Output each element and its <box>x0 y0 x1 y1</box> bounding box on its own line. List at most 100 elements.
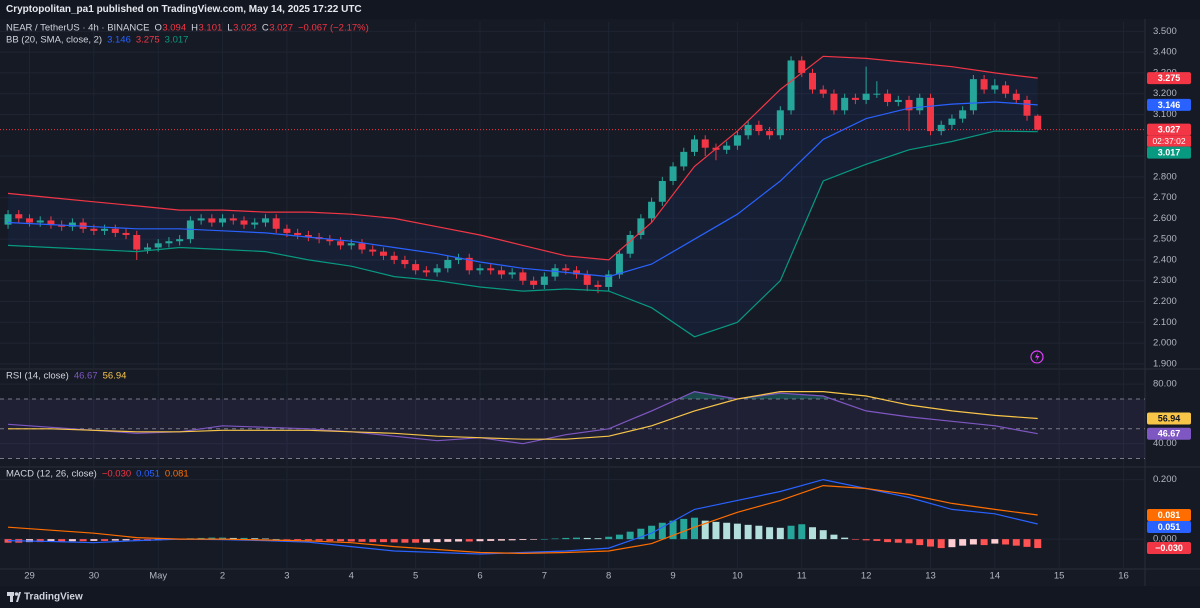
histogram-bar <box>969 539 977 545</box>
candle-body <box>143 247 151 250</box>
candle-body <box>36 220 44 223</box>
candle-body <box>916 97 924 111</box>
legend-text: 56.94 <box>103 371 127 382</box>
countdown-tag <box>1147 135 1191 147</box>
candle-body <box>25 218 33 223</box>
histogram-bar <box>326 539 334 541</box>
candle-body <box>476 268 484 271</box>
histogram-bar <box>251 538 259 540</box>
legend-text: 3.101 <box>198 23 222 34</box>
candle-body <box>862 93 870 100</box>
histogram-bar <box>594 538 602 540</box>
histogram-bar <box>272 539 280 540</box>
y-tick-label: 1.900 <box>1153 358 1177 369</box>
x-tick-label: 10 <box>732 571 743 582</box>
candle-body <box>358 243 366 250</box>
x-tick-label: 11 <box>797 571 807 582</box>
candle-body <box>519 272 527 281</box>
candle-body <box>959 110 967 119</box>
legend-text: 3.275 <box>136 35 160 46</box>
alert-icon-ring[interactable] <box>1030 350 1044 364</box>
price-tag <box>1147 146 1191 159</box>
candle-body <box>347 243 355 246</box>
price-tag-label: 46.67 <box>1158 429 1181 439</box>
candle-body <box>884 93 892 103</box>
histogram-bar <box>412 539 420 543</box>
histogram-bar <box>648 525 656 540</box>
candle-body <box>283 228 291 233</box>
y-tick-label: 2.600 <box>1153 213 1177 224</box>
candle-body <box>723 145 731 150</box>
histogram-bar <box>766 527 774 540</box>
x-tick-label: 9 <box>670 571 675 582</box>
candle-body <box>15 214 23 219</box>
histogram-bar <box>830 534 838 540</box>
legend-text: C <box>262 23 269 34</box>
y-tick-label: 3.200 <box>1153 88 1177 99</box>
y-tick-label: 3.500 <box>1153 26 1177 37</box>
candle-body <box>830 93 838 111</box>
price-tag <box>1147 72 1191 85</box>
candle-body <box>658 180 666 202</box>
histogram-bar <box>347 539 355 542</box>
x-tick-label: 4 <box>349 571 354 582</box>
price-tag <box>1147 509 1191 522</box>
indicator-line <box>7 55 1038 261</box>
alert-icon[interactable] <box>1030 350 1044 364</box>
histogram-bar <box>926 539 934 547</box>
candle-body <box>776 110 784 136</box>
price-tag-label: 0.051 <box>1158 522 1181 532</box>
histogram-bar <box>208 537 216 540</box>
candle-body <box>68 222 76 227</box>
y-tick-label: 3.100 <box>1153 109 1177 120</box>
histogram-bar <box>819 530 827 540</box>
histogram-bar <box>808 527 816 540</box>
histogram-bar <box>691 517 699 540</box>
candle-body <box>465 257 473 271</box>
histogram-bar <box>433 539 441 543</box>
histogram-bar <box>444 539 452 542</box>
legend-text: BB (20, SMA, close, 2) <box>6 35 102 46</box>
x-tick-label: 5 <box>413 571 418 582</box>
y-tick-label: 80.00 <box>1153 379 1177 390</box>
candle-body <box>379 251 387 256</box>
candle-body <box>390 255 398 260</box>
legend-text: H <box>191 23 198 34</box>
histogram-bar <box>615 534 623 540</box>
histogram-bar <box>723 522 731 540</box>
histogram-bar <box>497 539 505 541</box>
histogram-bar <box>294 539 302 541</box>
candle-body <box>4 214 12 225</box>
histogram-bar <box>379 539 387 543</box>
legend-text: 3.146 <box>107 35 131 46</box>
logo-part <box>14 592 19 596</box>
candle-body <box>787 60 795 111</box>
histogram-bar <box>519 539 527 541</box>
histogram-bar <box>455 539 463 542</box>
legend-text: O <box>154 23 161 34</box>
candle-body <box>154 243 162 248</box>
histogram-bar <box>101 539 109 541</box>
price-tag-label: −0.030 <box>1155 543 1183 553</box>
candle-body <box>948 118 956 125</box>
histogram-bar <box>1023 539 1031 547</box>
x-tick-label: 8 <box>606 571 611 582</box>
candle-body <box>744 124 752 136</box>
x-tick-label: 13 <box>925 571 936 582</box>
histogram-bar <box>369 539 377 543</box>
legend-text: 3.023 <box>233 23 257 34</box>
y-tick-label: 2.400 <box>1153 254 1177 265</box>
histogram-bar <box>862 539 870 541</box>
pane <box>0 22 1145 368</box>
price-tag-label: 3.146 <box>1158 100 1181 110</box>
y-tick-label: 2.100 <box>1153 317 1177 328</box>
candle-body <box>487 268 495 271</box>
candle-body <box>337 241 345 246</box>
candle-body <box>326 239 334 242</box>
candle-body <box>637 218 645 236</box>
indicator-line <box>7 101 1038 278</box>
histogram-bar <box>562 537 570 540</box>
candle-body <box>573 270 581 275</box>
histogram-bar <box>540 539 548 540</box>
alert-icon-bolt[interactable] <box>1035 352 1040 362</box>
